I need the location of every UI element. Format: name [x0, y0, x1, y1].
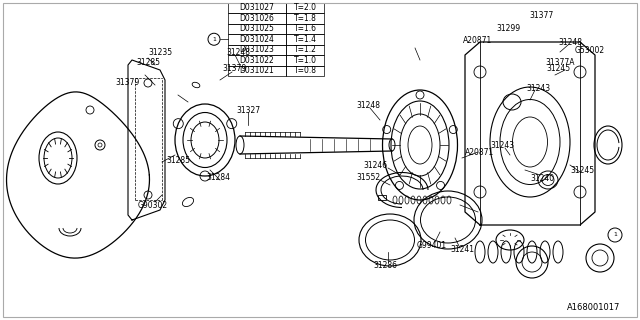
Text: D031024: D031024: [239, 35, 275, 44]
Text: G53002: G53002: [575, 45, 605, 54]
Text: T=1.2: T=1.2: [294, 45, 316, 54]
Bar: [286, 13, 324, 23]
Text: 31248: 31248: [226, 47, 250, 57]
Bar: [228, 66, 286, 76]
Text: D031025: D031025: [239, 24, 275, 33]
Text: A20871: A20871: [465, 148, 495, 156]
Text: T=1.4: T=1.4: [294, 35, 317, 44]
Text: D031021: D031021: [239, 66, 275, 75]
Text: 31299: 31299: [496, 23, 520, 33]
Text: 31245: 31245: [546, 63, 570, 73]
Text: G99401: G99401: [417, 241, 447, 250]
Bar: [228, 34, 286, 44]
Text: T=1.0: T=1.0: [294, 56, 317, 65]
Bar: [286, 23, 324, 34]
Text: 31377: 31377: [530, 11, 554, 20]
Bar: [378, 195, 386, 200]
Bar: [228, 23, 286, 34]
Bar: [286, 55, 324, 66]
Text: T=1.8: T=1.8: [294, 14, 316, 23]
Bar: [286, 66, 324, 76]
Text: D031023: D031023: [239, 45, 275, 54]
Text: 31327: 31327: [236, 106, 260, 115]
Text: D031022: D031022: [239, 56, 275, 65]
Bar: [286, 3, 324, 13]
Text: 31240: 31240: [530, 173, 554, 182]
Text: 31379: 31379: [116, 77, 140, 86]
Text: 31248: 31248: [356, 100, 380, 109]
Bar: [286, 44, 324, 55]
Text: 31284: 31284: [206, 172, 230, 181]
Text: T=0.8: T=0.8: [294, 66, 317, 75]
Text: 31235: 31235: [148, 47, 172, 57]
Text: 31243: 31243: [526, 84, 550, 92]
Text: 31285: 31285: [166, 156, 190, 164]
Bar: [228, 3, 286, 13]
Text: D031026: D031026: [239, 14, 275, 23]
Text: 31286: 31286: [373, 260, 397, 269]
Text: A20871: A20871: [463, 36, 493, 44]
Text: 1: 1: [613, 233, 617, 237]
Text: 31377A: 31377A: [545, 58, 575, 67]
Bar: [228, 55, 286, 66]
Text: 31241: 31241: [450, 245, 474, 254]
Text: 31285: 31285: [136, 58, 160, 67]
Text: A168001017: A168001017: [566, 303, 620, 313]
Text: 31243: 31243: [490, 140, 514, 149]
Text: 31245: 31245: [570, 165, 594, 174]
Text: 31248: 31248: [558, 37, 582, 46]
Bar: [228, 44, 286, 55]
Text: 31246: 31246: [363, 161, 387, 170]
Text: G90302: G90302: [138, 201, 168, 210]
Text: T=1.6: T=1.6: [294, 24, 317, 33]
Text: T=2.0: T=2.0: [294, 3, 317, 12]
Text: 31379: 31379: [223, 63, 247, 73]
Bar: [228, 13, 286, 23]
Text: D031027: D031027: [239, 3, 275, 12]
Text: 1: 1: [212, 37, 216, 42]
Bar: [286, 34, 324, 44]
Text: 31552: 31552: [356, 172, 380, 181]
